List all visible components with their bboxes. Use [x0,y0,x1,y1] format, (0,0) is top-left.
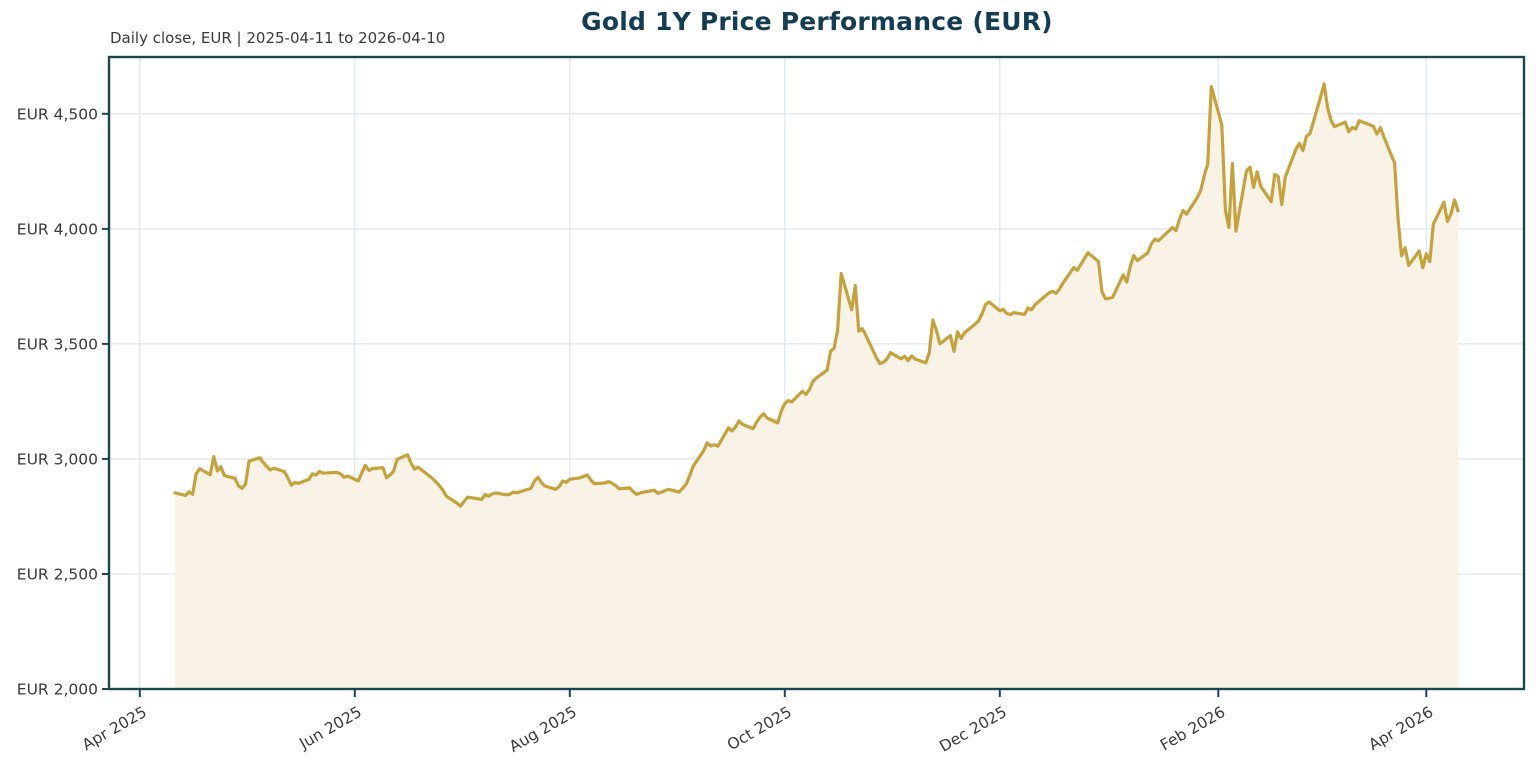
x-tick-label: Apr 2026 [1366,703,1437,754]
x-axis: Apr 2025 Jun 2025 Aug 2025 Oct 2025 Dec 2025… [79,689,1436,756]
chart-subtitle: Daily close, EUR | 2025-04-11 to 2026-04… [110,29,446,47]
price-line [173,82,1460,508]
x-tick-label: Apr 2025 [79,703,150,754]
y-tick-label: EUR 4,000 [17,220,98,238]
area-fill [175,83,1458,689]
price-area [175,83,1458,689]
chart-title: Gold 1Y Price Performance (EUR) [581,7,1053,36]
spines [107,55,1526,691]
price-series [173,82,1460,508]
y-tick-label: EUR 3,500 [17,335,98,353]
y-tick-label: EUR 3,000 [17,450,98,468]
x-tick-label: Jun 2025 [296,703,365,753]
plot-border [107,55,1526,691]
x-tick-label: Aug 2025 [506,703,580,756]
y-tick-label: EUR 4,500 [17,105,98,123]
y-tick-label: EUR 2,000 [17,681,98,699]
x-tick-label: Feb 2026 [1157,703,1228,755]
y-axis: EUR 2,000 EUR 2,500 EUR 3,000 EUR 3,500 EUR … [17,105,109,699]
y-tick-label: EUR 2,500 [17,566,98,584]
x-tick-label: Oct 2025 [724,703,795,754]
x-tick-label: Dec 2025 [936,703,1009,756]
